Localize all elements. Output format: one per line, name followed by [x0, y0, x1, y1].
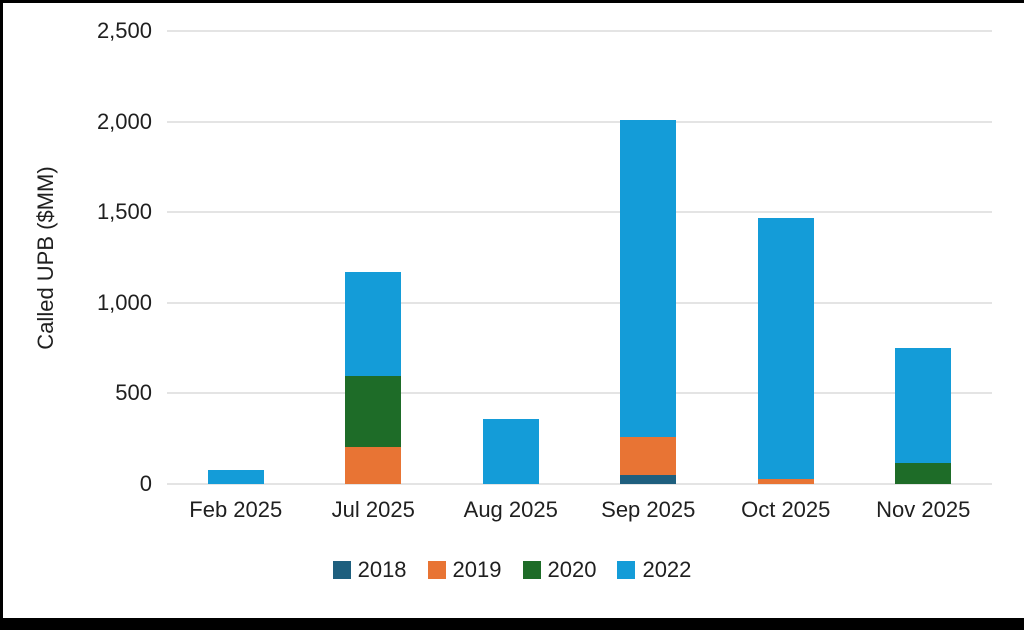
- legend-swatch-2020: [522, 561, 541, 579]
- x-axis-label-oct-2025: Oct 2025: [741, 497, 831, 522]
- x-axis-label-feb-2025: Feb 2025: [189, 497, 283, 522]
- gridline-500: [167, 392, 992, 395]
- legend-swatch-2022: [617, 561, 636, 579]
- bar-segment-2022-sep-2025: [620, 119, 677, 437]
- y-tick-label: 0: [139, 471, 152, 496]
- gridline-0: [167, 483, 992, 485]
- x-axis-label-aug-2025: Aug 2025: [463, 497, 558, 522]
- frame-border-top: [0, 0, 1024, 3]
- legend-item-2019: 2019: [427, 557, 502, 583]
- bar-segment-2022-jul-2025: [345, 271, 402, 377]
- gridline-2000: [167, 120, 992, 123]
- legend: 2018 2019 2020 2022: [0, 556, 1024, 584]
- legend-label-2020: 2020: [547, 557, 597, 582]
- y-tick-label: 1,500: [96, 199, 152, 225]
- bar-segment-2019-jul-2025: [345, 446, 402, 484]
- bar-segment-2019-sep-2025: [620, 436, 677, 475]
- legend-item-2022: 2022: [617, 557, 691, 583]
- bar-segment-2022-feb-2025: [207, 470, 264, 484]
- legend-label-2019: 2019: [452, 557, 502, 582]
- legend-label-2018: 2018: [357, 557, 407, 582]
- y-tick-label: 500: [115, 380, 152, 406]
- y-tick-label: 2,000: [96, 108, 152, 134]
- bar-segment-2022-oct-2025: [757, 217, 814, 480]
- legend-label-2022: 2022: [642, 557, 692, 582]
- bar-segment-2022-nov-2025: [895, 348, 952, 464]
- bar-segment-2020-jul-2025: [345, 376, 402, 447]
- legend-swatch-2018: [332, 561, 351, 579]
- bar-segment-2018-sep-2025: [620, 474, 677, 484]
- bar-segment-2019-oct-2025: [757, 479, 814, 484]
- gridline-1500: [167, 211, 992, 214]
- legend-swatch-2019: [427, 561, 446, 579]
- y-tick-label: 2,500: [96, 18, 152, 43]
- y-axis-title: Called UPB ($MM): [33, 166, 58, 350]
- gridline-1000: [167, 301, 992, 304]
- bar-segment-2020-nov-2025: [895, 463, 952, 484]
- x-axis-label-jul-2025: Jul 2025: [331, 497, 415, 522]
- x-axis-label-nov-2025: Nov 2025: [876, 497, 971, 522]
- x-axis-label-sep-2025: Sep 2025: [601, 497, 696, 522]
- bar-segment-2022-aug-2025: [482, 418, 539, 484]
- legend-item-2020: 2020: [522, 557, 597, 583]
- frame-border-left: [0, 0, 3, 630]
- legend-item-2018: 2018: [332, 557, 407, 583]
- gridline-2500: [167, 30, 992, 32]
- y-tick-label: 1,000: [96, 289, 152, 315]
- frame-border-bottom: [0, 618, 1024, 630]
